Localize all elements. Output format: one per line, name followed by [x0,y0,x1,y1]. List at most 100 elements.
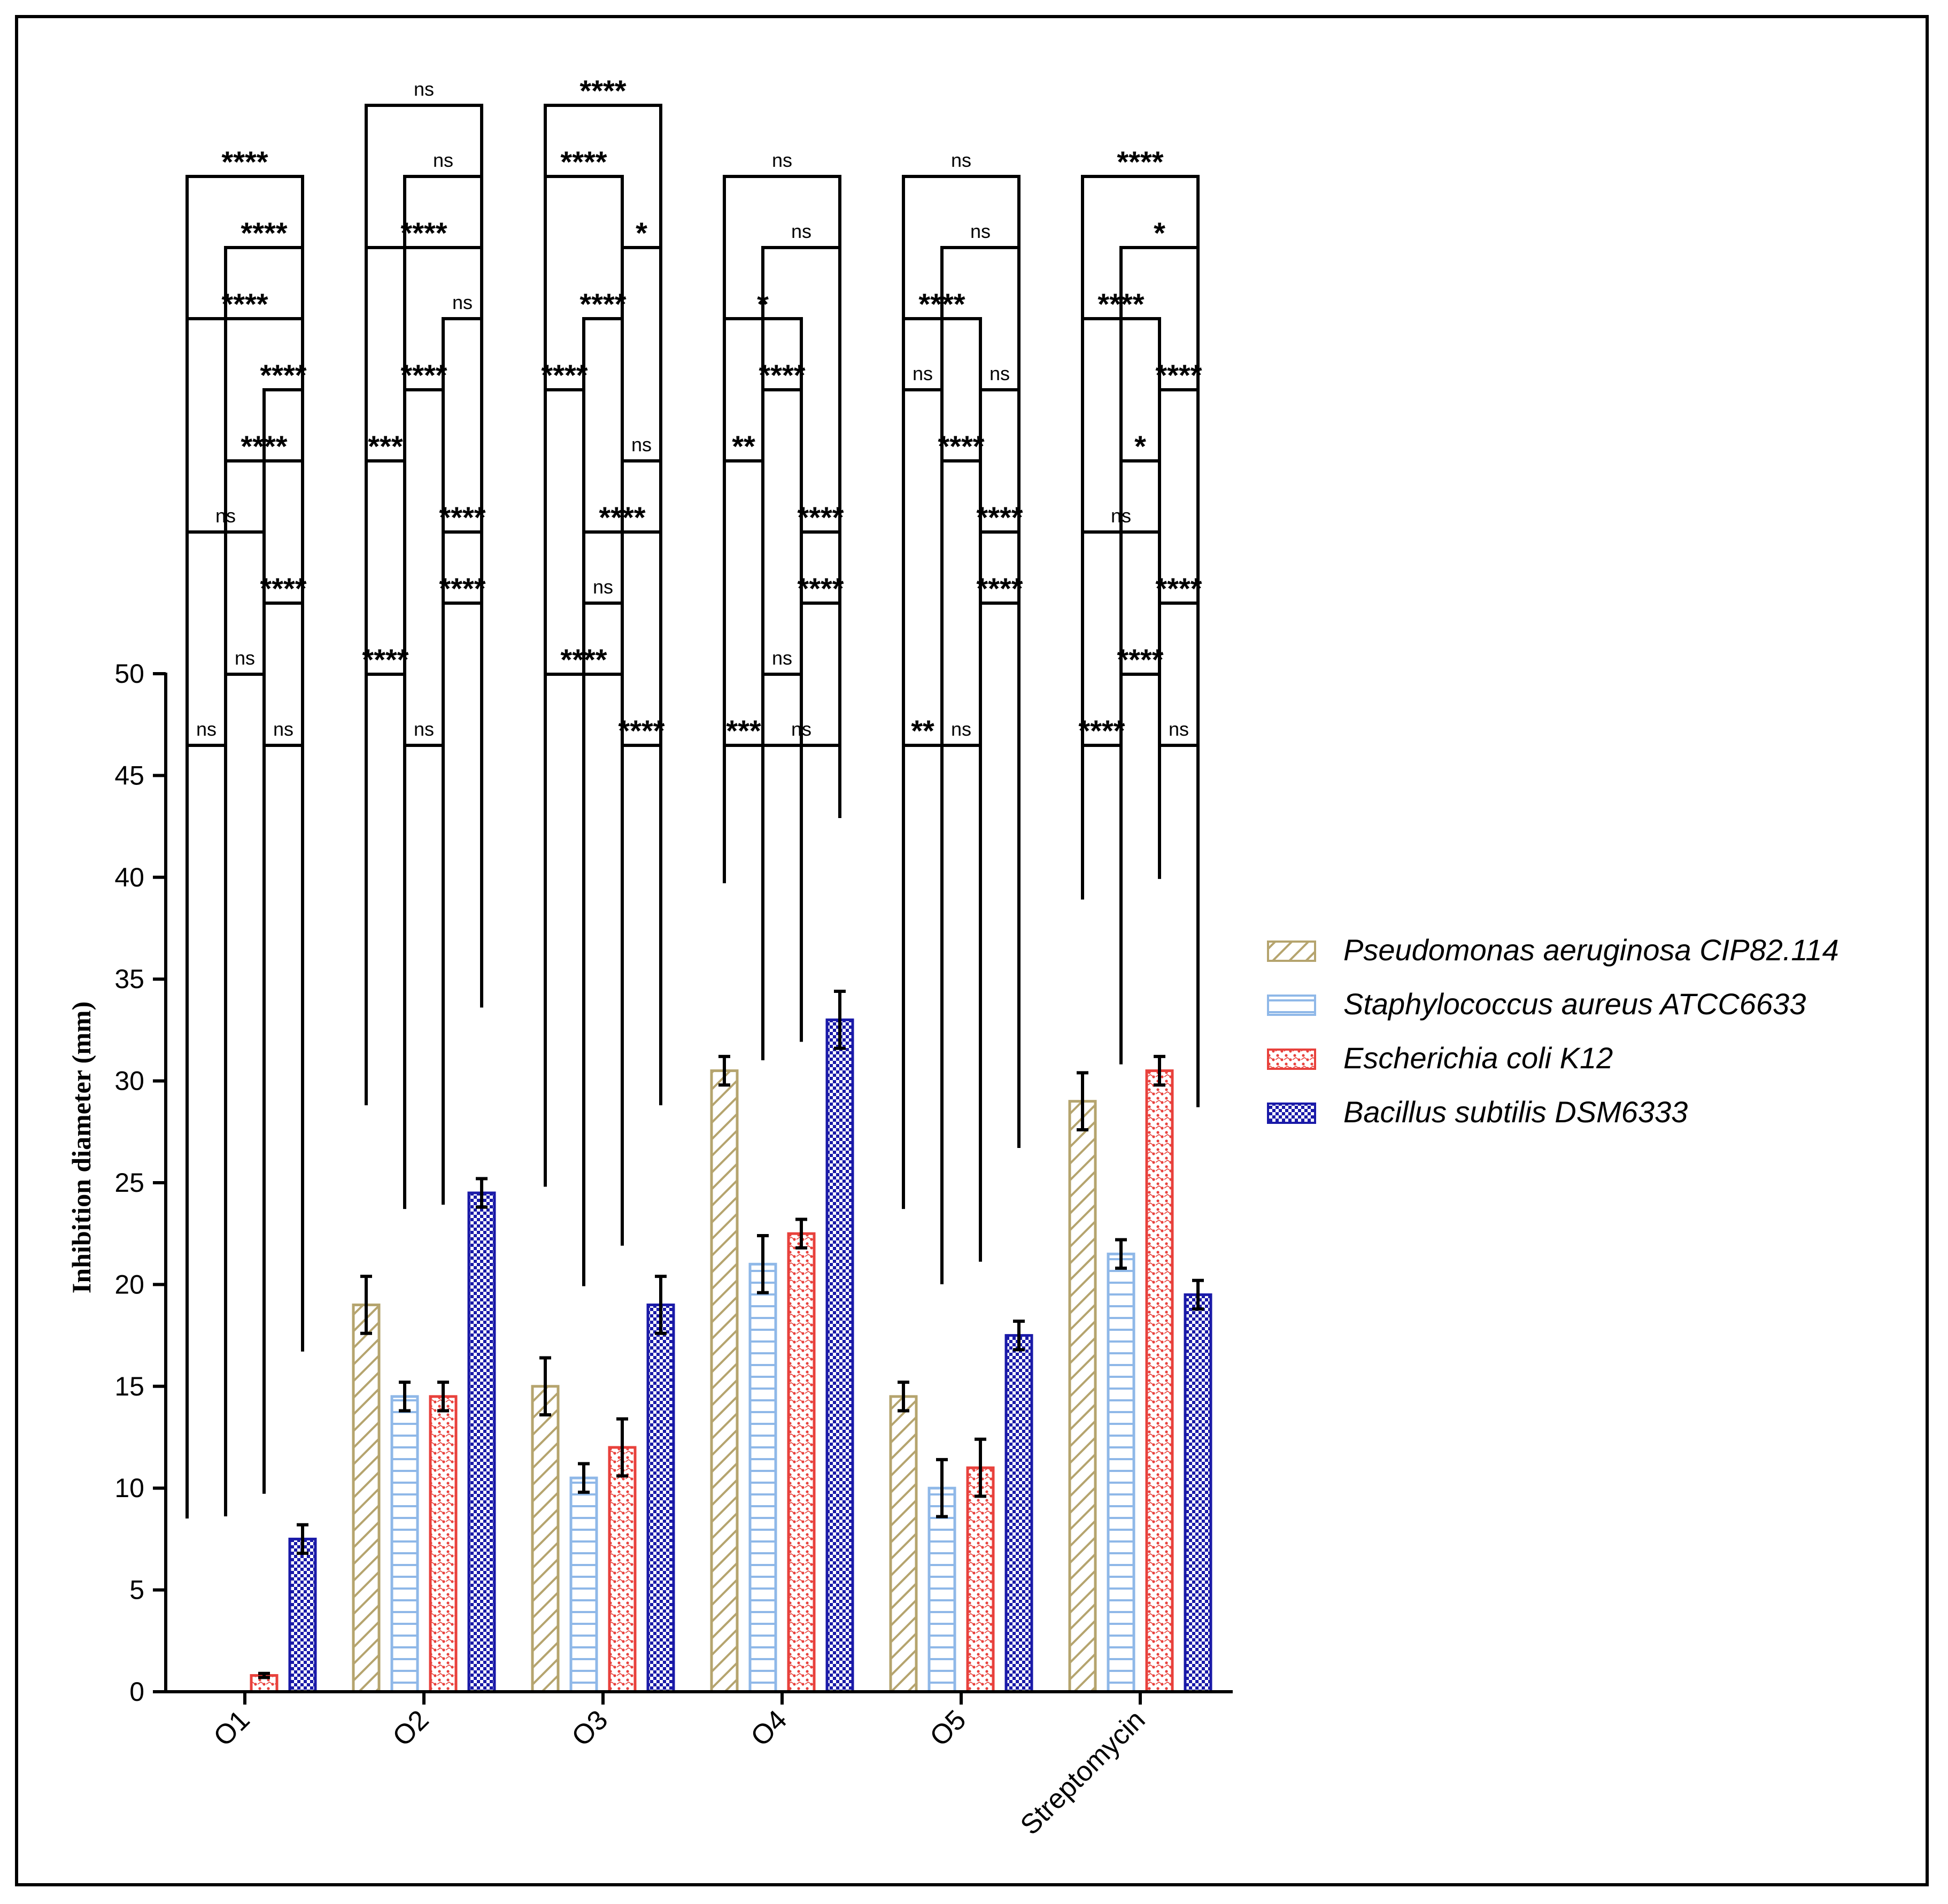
significance-label-streptomycin-6: **** [1155,358,1202,392]
y-tick-label-15: 15 [114,1371,144,1401]
significance-label-o2-5: **** [400,358,447,392]
significance-label-streptomycin-8: * [1154,216,1165,250]
significance-bracket-o2-5 [403,388,445,1203]
significance-bracket-streptomycin-9 [1081,175,1200,1107]
y-tick-label-5: 5 [129,1575,144,1605]
significance-bracket-o4-5 [723,459,764,1054]
significance-label-o3-0: **** [618,714,664,747]
significance-bracket-o3-2 [582,602,624,1278]
significance-label-o5-9: ns [951,149,971,171]
significance-label-o1-0: ns [196,718,217,740]
bar-o2-escherichia-coli-k12 [429,1395,458,1693]
significance-label-o4-8: ns [791,220,811,242]
significance-label-o2-3: **** [439,500,485,534]
bar-o2-staphylococcus-aureus-atcc6633 [390,1395,419,1693]
significance-bracket-o2-4 [365,459,406,1201]
legend-swatch-escherichia-coli-k12 [1267,1049,1316,1070]
significance-bracket-o5-3 [979,530,1021,1255]
significance-label-o4-0: *** [726,714,761,747]
legend-swatch-staphylococcus-aureus-atcc6633 [1267,995,1316,1016]
bar-chart: ns nsns****ns********************ns******… [66,74,1839,1841]
significance-label-o2-7: **** [400,216,447,250]
bars-layer [250,1018,1212,1693]
x-tick-label-o4: O4 [745,1704,793,1752]
y-tick-label-30: 30 [114,1066,144,1096]
bar-streptomycin-staphylococcus-aureus-atcc6633 [1107,1252,1135,1693]
significance-label-o2-9: ns [414,78,434,100]
significance-layer: ns nsns****ns********************ns******… [185,74,1202,1518]
significance-bracket-o3-6 [582,317,624,1286]
significance-label-o2-6: ns [452,291,473,313]
significance-label-o5-6: ns [990,363,1010,384]
significance-bracket-o2-1 [365,673,406,1194]
significance-label-o2-2: **** [439,572,485,605]
y-tick-label-25: 25 [114,1168,144,1198]
significance-bracket-o5-0 [902,744,944,1269]
bar-o5-pseudomonas-aeruginosa-cip82-114 [889,1395,918,1693]
significance-bracket-streptomycin-1 [1158,744,1200,1090]
y-tick-label-35: 35 [114,964,144,994]
significance-label-o3-7: * [636,216,647,250]
significance-label-o5-3: **** [976,500,1023,534]
significance-label-o3-2: ns [593,576,613,598]
significance-bracket-streptomycin-0 [1081,744,1123,1050]
significance-label-o3-9: **** [579,74,626,107]
bar-o3-staphylococcus-aureus-atcc6633 [569,1476,598,1693]
y-tick-label-0: 0 [129,1677,144,1707]
legend-label-escherichia-coli-k12: Escherichia coli K12 [1343,1041,1613,1075]
x-tick-label-o2: O2 [386,1704,435,1752]
significance-label-o3-4: ns [631,434,652,456]
bar-o5-bacillus-subtilis-dsm6333 [1004,1334,1033,1693]
bar-streptomycin-bacillus-subtilis-dsm6333 [1184,1293,1212,1693]
bar-o1-bacillus-subtilis-dsm6333 [288,1537,317,1693]
significance-bracket-o3-5 [544,388,585,1284]
significance-label-o3-6: **** [579,287,626,321]
significance-label-streptomycin-0: **** [1078,714,1125,747]
significance-bracket-o1-9 [185,175,304,1518]
significance-bracket-o1-2 [224,673,266,1504]
significance-label-o1-6: **** [260,358,306,392]
significance-bracket-o5-2 [979,602,1021,1253]
significance-label-o4-2: ns [772,647,792,669]
significance-label-o2-8: ns [433,149,453,171]
bar-o4-bacillus-subtilis-dsm6333 [825,1018,854,1693]
significance-bracket-o5-4 [940,459,982,1278]
significance-bracket-o2-3 [442,530,483,1199]
legend-swatch-bacillus-subtilis-dsm6333 [1267,1103,1316,1124]
significance-label-o4-9: ns [772,149,792,171]
significance-bracket-o1-1 [262,744,304,1483]
significance-label-o1-7: **** [221,287,268,321]
x-tick-label-streptomycin: Streptomycin [1015,1704,1151,1841]
bar-o4-staphylococcus-aureus-atcc6633 [748,1262,777,1693]
figure-frame: ns ns ns **** ns **** **** **** **** **** ns **** **… [15,15,1929,1886]
significance-label-o1-3: **** [260,572,306,605]
bar-o5-escherichia-coli-k12 [966,1466,995,1693]
significance-bracket-o2-2 [442,602,483,1197]
significance-label-o5-1: ns [951,718,971,740]
significance-label-o5-4: **** [938,429,984,463]
significance-label-streptomycin-9: **** [1117,145,1163,179]
significance-bracket-streptomycin-5 [1119,459,1161,1058]
significance-label-o2-1: **** [362,643,408,676]
y-tick-label-20: 20 [114,1269,144,1299]
significance-label-o3-8: **** [560,145,607,179]
significance-label-o5-5: ns [913,363,933,384]
x-tick-label-o1: O1 [207,1704,256,1752]
bar-o3-escherichia-coli-k12 [608,1446,637,1693]
significance-label-o2-0: ns [414,718,434,740]
x-tick-label-o5: O5 [924,1704,972,1752]
significance-label-o1-9: **** [221,145,268,179]
y-tick-label-40: 40 [114,862,144,892]
bar-o4-pseudomonas-aeruginosa-cip82-114 [710,1069,739,1693]
legend-label-pseudomonas-aeruginosa-cip82-114: Pseudomonas aeruginosa CIP82.114 [1343,933,1839,967]
significance-label-o1-8: **** [241,216,287,250]
legend: Pseudomonas aeruginosa CIP82.114 Staphylo… [1267,933,1839,1129]
significance-label-o1-2: ns [235,647,255,669]
y-tick-label-45: 45 [114,760,144,790]
significance-bracket-o2-9 [365,104,483,1106]
y-tick-label-50: 50 [114,659,144,689]
significance-label-streptomycin-5: * [1134,429,1146,463]
significance-label-o5-2: **** [976,572,1023,605]
significance-bracket-o4-3 [800,602,841,1034]
significance-label-o4-3: **** [797,572,844,605]
